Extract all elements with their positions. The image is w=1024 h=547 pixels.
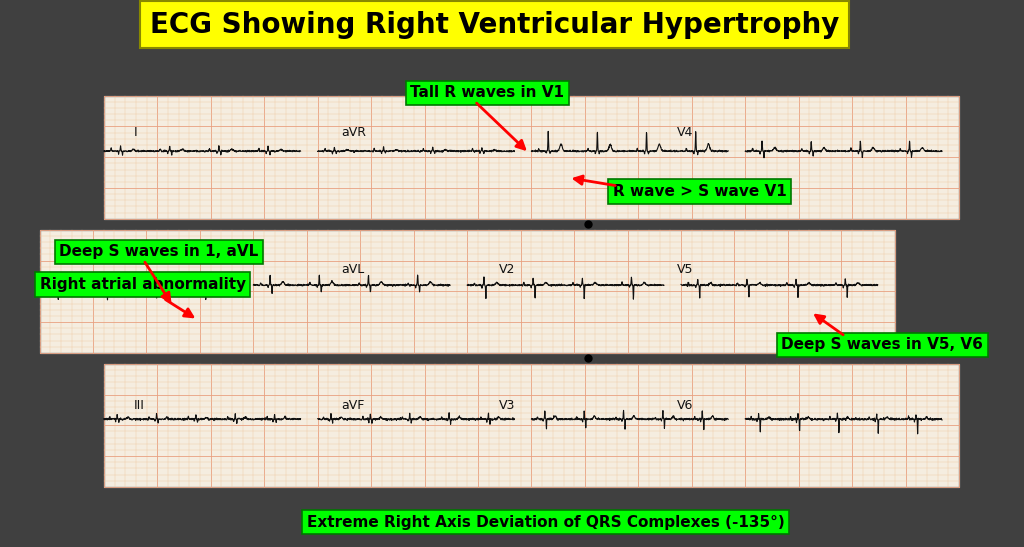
Text: Deep S waves in V5, V6: Deep S waves in V5, V6 (781, 337, 983, 352)
Text: Deep S waves in 1, aVL: Deep S waves in 1, aVL (59, 244, 259, 259)
Text: ECG Showing Right Ventricular Hypertrophy: ECG Showing Right Ventricular Hypertroph… (150, 10, 839, 39)
Text: V5: V5 (677, 263, 694, 276)
Text: R wave > S wave V1: R wave > S wave V1 (613, 184, 786, 199)
Text: III: III (133, 399, 144, 412)
Text: Tall R waves in V1: Tall R waves in V1 (411, 85, 564, 101)
Bar (103, 96, 959, 219)
Text: aVF: aVF (341, 399, 365, 412)
Text: I: I (133, 126, 137, 139)
Text: Extreme Right Axis Deviation of QRS Complexes (-135°): Extreme Right Axis Deviation of QRS Comp… (306, 515, 784, 530)
Text: V3: V3 (500, 399, 516, 412)
Text: V6: V6 (677, 399, 693, 412)
Text: Right atrial abnormality: Right atrial abnormality (40, 277, 246, 292)
Bar (40, 230, 895, 353)
Text: V4: V4 (677, 126, 693, 139)
Text: aVR: aVR (341, 126, 367, 139)
Text: aVL: aVL (341, 263, 365, 276)
Text: V2: V2 (500, 263, 516, 276)
Bar (103, 364, 959, 487)
